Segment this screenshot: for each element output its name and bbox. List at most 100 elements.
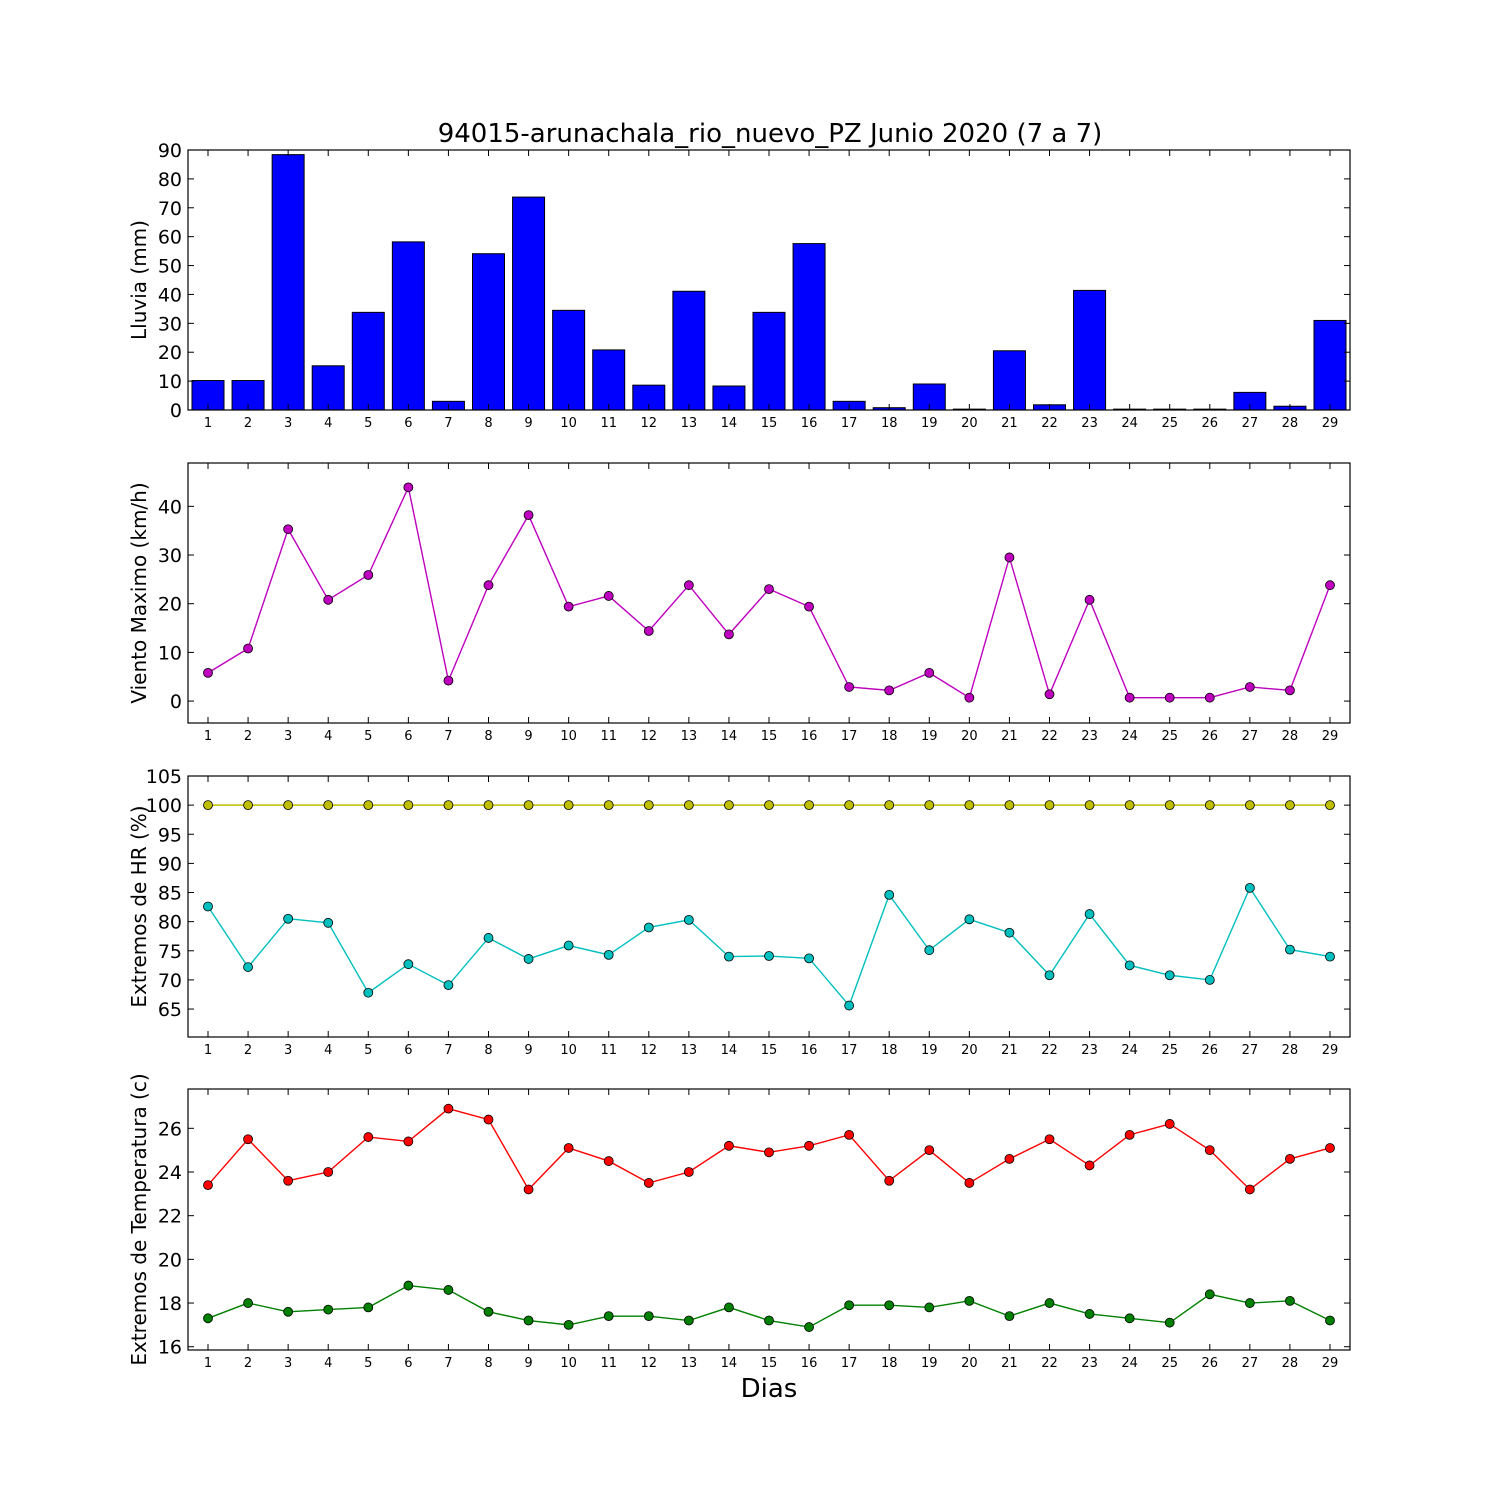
point-series-1-day-4 [323,800,334,811]
point-series-1-day-13 [683,580,694,591]
point-series-1-day-21 [1004,552,1015,563]
point-series-1-day-16 [804,601,814,612]
point-series-2-day-10 [563,1319,574,1330]
x-tick-label: 15 [761,1043,778,1058]
point-series-2-day-6 [403,1280,414,1291]
point-series-1-day-11 [603,1156,614,1166]
point-series-1-day-19 [924,800,935,811]
point-series-1-day-15 [764,800,774,811]
point-series-1-day-17 [844,1129,855,1140]
point-series-1-day-10 [563,800,574,811]
x-tick-label: 26 [1202,1356,1219,1371]
x-tick-label: 4 [324,1043,332,1058]
x-tick-label: 29 [1322,416,1339,431]
point-series-1-day-23 [1084,800,1095,811]
point-series-2-day-11 [603,1311,614,1322]
point-series-2-day-25 [1164,970,1175,981]
x-tick-label: 25 [1161,1356,1178,1371]
x-tick-label: 16 [801,416,818,431]
x-tick-label: 2 [244,416,252,431]
point-series-1-day-18 [884,685,895,696]
x-tick-label: 11 [600,416,617,431]
point-series-1-day-27 [1244,1184,1255,1195]
bar-day-23 [1073,289,1107,411]
y-tick-label: 75 [158,941,182,963]
x-tick-label: 22 [1041,1043,1058,1058]
point-series-2-day-16 [804,1322,814,1332]
point-series-1-day-23 [1084,1160,1095,1171]
series-line-2 [207,886,1331,1007]
point-series-1-day-28 [1285,800,1295,811]
point-series-2-day-26 [1204,1289,1215,1300]
point-series-1-day-7 [443,1103,454,1114]
x-tick-label: 27 [1242,416,1259,431]
point-series-2-day-23 [1084,909,1095,919]
y-tick-label: 50 [158,256,182,278]
x-tick-label: 4 [324,729,332,744]
x-tick-label: 20 [961,1356,978,1371]
bar-day-13 [672,290,706,411]
point-series-2-day-27 [1244,1298,1255,1308]
x-tick-label: 7 [444,1043,452,1058]
point-series-1-day-9 [523,800,534,811]
point-series-2-day-29 [1325,951,1335,962]
point-series-1-day-24 [1124,1129,1135,1140]
x-tick-label: 27 [1242,1043,1259,1058]
y-tick-label: 10 [158,642,182,664]
x-tick-label: 18 [881,1043,898,1058]
point-series-1-day-24 [1124,800,1135,811]
point-series-1-day-22 [1044,689,1055,700]
bar-day-10 [552,309,586,411]
point-series-1-day-5 [363,800,374,811]
point-series-1-day-14 [724,1140,734,1151]
point-series-2-day-4 [323,917,334,928]
point-series-1-day-17 [844,800,855,811]
y-tick-label: 95 [158,824,182,846]
x-tick-label: 27 [1242,729,1259,744]
point-series-1-day-3 [283,800,294,811]
point-series-2-day-13 [683,915,694,925]
x-tick-label: 3 [284,729,292,744]
x-tick-label: 4 [324,1356,332,1371]
point-series-2-day-7 [443,980,454,991]
point-series-1-day-26 [1204,800,1215,811]
x-tick-label: 7 [444,416,452,431]
point-series-2-day-14 [724,1302,734,1313]
x-tick-label: 8 [484,416,492,431]
point-series-1-day-18 [884,1175,895,1186]
point-series-1-day-13 [683,1167,694,1177]
point-series-1-day-2 [243,643,253,654]
point-series-1-day-7 [443,800,454,811]
y-tick-label: 70 [158,198,182,220]
point-series-2-day-29 [1325,1315,1335,1326]
x-tick-label: 14 [721,1356,738,1371]
x-tick-label: 21 [1001,1356,1018,1371]
point-series-1-day-2 [243,800,253,811]
bar-day-8 [472,253,505,411]
x-tick-label: 16 [801,1043,818,1058]
point-series-2-day-5 [363,987,374,998]
point-series-1-day-2 [243,1134,253,1145]
bar-day-11 [592,349,626,411]
x-tick-label: 24 [1121,1356,1138,1371]
point-series-1-day-14 [724,629,734,640]
point-series-2-day-22 [1044,970,1055,981]
point-series-2-day-19 [924,1302,935,1313]
point-series-2-day-8 [483,1306,494,1317]
point-series-1-day-25 [1164,800,1175,811]
x-tick-label: 23 [1081,1043,1098,1058]
point-series-1-day-18 [884,800,895,811]
point-series-1-day-6 [403,800,414,811]
point-series-1-day-8 [483,1114,494,1125]
x-tick-label: 10 [560,729,577,744]
point-series-1-day-28 [1285,685,1295,696]
point-series-2-day-18 [884,889,895,900]
y-tick-label: 90 [158,140,182,162]
x-tick-label: 7 [444,1356,452,1371]
point-series-2-day-21 [1004,1311,1015,1322]
y-tick-label: 90 [158,853,182,875]
point-series-2-day-14 [724,951,734,962]
x-tick-label: 29 [1322,1043,1339,1058]
point-series-2-day-10 [563,940,574,951]
point-series-1-day-17 [844,682,855,692]
